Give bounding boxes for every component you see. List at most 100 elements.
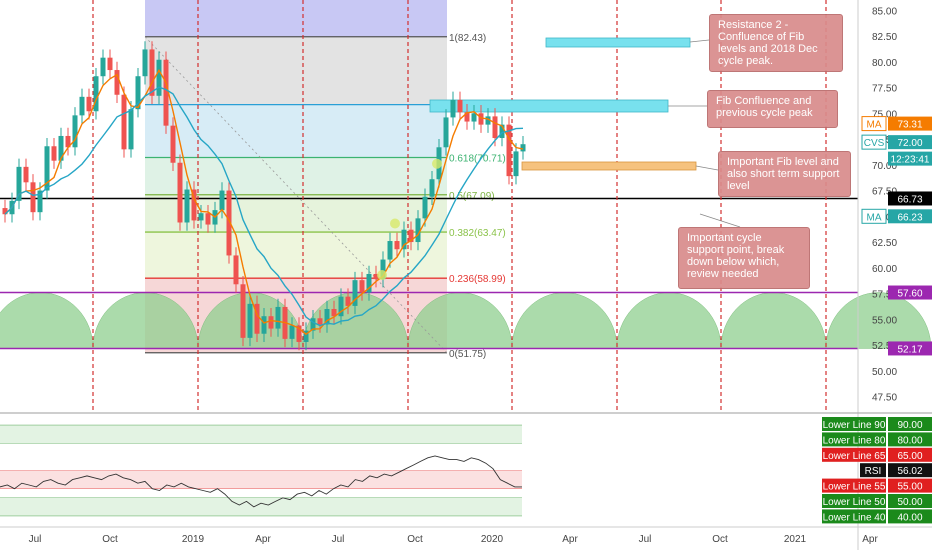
- candle-body: [65, 135, 71, 148]
- fib-band-3: [145, 194, 447, 233]
- annotation-support[interactable]: Important Fib level and also short term …: [718, 151, 851, 197]
- rsi-tag-name-box: [822, 447, 886, 462]
- candle-body: [2, 208, 8, 215]
- rsi-tag-name-box: [822, 509, 886, 524]
- candle-body: [373, 273, 379, 280]
- rsi-tag-value: 55.00: [897, 482, 922, 493]
- price-tag-name: MA: [867, 120, 882, 131]
- candle-body: [352, 280, 358, 306]
- candle-body: [128, 109, 134, 150]
- candle-body: [226, 190, 232, 256]
- candle-body: [345, 296, 351, 306]
- price-tick-label: 57.50: [872, 290, 897, 301]
- candle-body: [464, 112, 470, 122]
- candle-body: [338, 296, 344, 317]
- candle-body: [401, 229, 407, 250]
- candle-body: [191, 189, 197, 221]
- candle-body: [492, 116, 498, 139]
- candle-body: [44, 146, 50, 191]
- price-tag-name: CVS: [864, 138, 885, 149]
- rsi-tag-name-box: [860, 463, 886, 478]
- candle-body: [317, 318, 323, 325]
- candle-body: [422, 196, 428, 219]
- annotation-fib-confluence[interactable]: Fib Confluence and previous cycle peak: [707, 90, 838, 128]
- fib-confluence-zone: [429, 99, 669, 113]
- time-tick-label: Jul: [639, 534, 652, 545]
- price-tick-label: 60.00: [872, 264, 897, 275]
- time-tick-label: 2020: [481, 534, 504, 545]
- rsi-tag-name: Lower Line 50: [823, 497, 886, 508]
- candle-body: [261, 316, 267, 334]
- price-tick-label: 52.50: [872, 341, 897, 352]
- candle-body: [30, 182, 36, 213]
- rsi-tag-box: [888, 463, 932, 478]
- price-tick-label: 47.50: [872, 393, 897, 404]
- signal-marker: [377, 270, 387, 281]
- candle-body: [289, 325, 295, 339]
- candle-body: [296, 325, 302, 342]
- price-tag-box: [888, 209, 932, 224]
- candle-body: [275, 306, 281, 329]
- annotation-cycle-support[interactable]: Important cycle support point, break dow…: [678, 227, 810, 289]
- annotation-resistance[interactable]: Resistance 2 - Confluence of Fib levels …: [709, 14, 843, 72]
- candle-body: [23, 166, 29, 183]
- candle-body: [366, 273, 372, 293]
- candle-body: [324, 309, 330, 325]
- fib-label-3: 0.5(67.09): [449, 191, 495, 202]
- rsi-tag-value: 65.00: [897, 451, 922, 462]
- candle-body: [520, 144, 526, 152]
- candle-body: [429, 179, 435, 197]
- time-tick-label: Apr: [862, 534, 878, 545]
- rsi-tag-value: 80.00: [897, 435, 922, 446]
- price-tag-box: [888, 341, 932, 356]
- candle-body: [233, 255, 239, 285]
- rsi-tag-name: Lower Line 40: [823, 512, 886, 523]
- price-tick-label: 55.00: [872, 315, 897, 326]
- rsi-tag-box: [888, 478, 932, 493]
- candle-body: [303, 330, 309, 342]
- candle-body: [485, 116, 491, 125]
- time-tick-label: Apr: [562, 534, 578, 545]
- candle-body: [443, 117, 449, 148]
- time-tick-label: 2021: [784, 534, 807, 545]
- rsi-tag-name: Lower Line 65: [823, 451, 886, 462]
- candle-body: [170, 125, 176, 163]
- candle-body: [135, 76, 141, 110]
- candle-body: [380, 259, 386, 280]
- connector-line: [689, 39, 710, 43]
- rsi-tag-name-box: [822, 478, 886, 493]
- price-tag-value: 72.00: [897, 138, 922, 149]
- ma-fast-line: [4, 68, 524, 336]
- rsi-band-mid: [0, 470, 522, 489]
- resistance-zone: [545, 37, 691, 48]
- candle-body: [121, 94, 127, 150]
- candle-body: [219, 190, 225, 211]
- candle-body: [506, 124, 512, 177]
- candle-body: [513, 151, 519, 177]
- candle-body: [100, 57, 106, 77]
- rsi-tag-box: [888, 432, 932, 447]
- price-tick-label: 50.00: [872, 367, 897, 378]
- rsi-tag-box: [888, 417, 932, 431]
- rsi-tag-name: Lower Line 90: [823, 420, 886, 431]
- rsi-tag-box: [888, 494, 932, 508]
- candle-body: [51, 146, 57, 161]
- fib-label-0: 1(82.43): [449, 33, 486, 44]
- connector-line: [695, 165, 719, 171]
- price-tag-box: [888, 116, 932, 131]
- candle-body: [247, 303, 253, 338]
- price-tag-value: 52.17: [897, 344, 922, 355]
- rsi-tag-name: Lower Line 80: [823, 435, 886, 446]
- candle-body: [16, 166, 22, 201]
- candle-body: [240, 284, 246, 338]
- candle-body: [86, 96, 92, 112]
- candle-body: [177, 162, 183, 223]
- price-tick-label: 62.50: [872, 238, 897, 249]
- candle-body: [72, 115, 78, 148]
- time-tick-label: Apr: [255, 534, 271, 545]
- fib-band-top: [145, 0, 447, 37]
- candle-body: [107, 57, 113, 71]
- time-tick-label: Oct: [407, 534, 423, 545]
- time-tick-label: Oct: [712, 534, 728, 545]
- fib-band-2: [145, 157, 447, 195]
